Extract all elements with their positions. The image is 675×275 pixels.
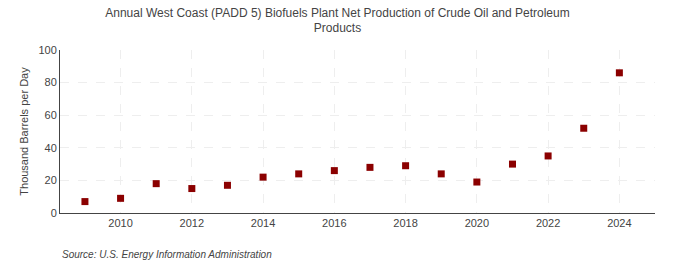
svg-text:2024: 2024 (607, 217, 631, 229)
svg-text:2010: 2010 (108, 217, 132, 229)
svg-text:60: 60 (45, 109, 57, 121)
svg-text:40: 40 (45, 142, 57, 154)
svg-text:20: 20 (45, 174, 57, 186)
svg-text:80: 80 (45, 76, 57, 88)
svg-text:0: 0 (51, 207, 57, 219)
svg-text:2018: 2018 (393, 217, 417, 229)
svg-text:2012: 2012 (180, 217, 204, 229)
svg-text:2020: 2020 (465, 217, 489, 229)
svg-text:Source: U.S. Energy Informatio: Source: U.S. Energy Information Administ… (62, 249, 272, 260)
svg-text:2022: 2022 (536, 217, 560, 229)
svg-text:2014: 2014 (251, 217, 275, 229)
svg-text:Annual West Coast (PADD 5) Bio: Annual West Coast (PADD 5) Biofuels Plan… (105, 6, 569, 36)
svg-text:Thousand Barrels per Day: Thousand Barrels per Day (18, 67, 30, 196)
svg-text:2016: 2016 (322, 217, 346, 229)
svg-text:100: 100 (38, 44, 56, 56)
